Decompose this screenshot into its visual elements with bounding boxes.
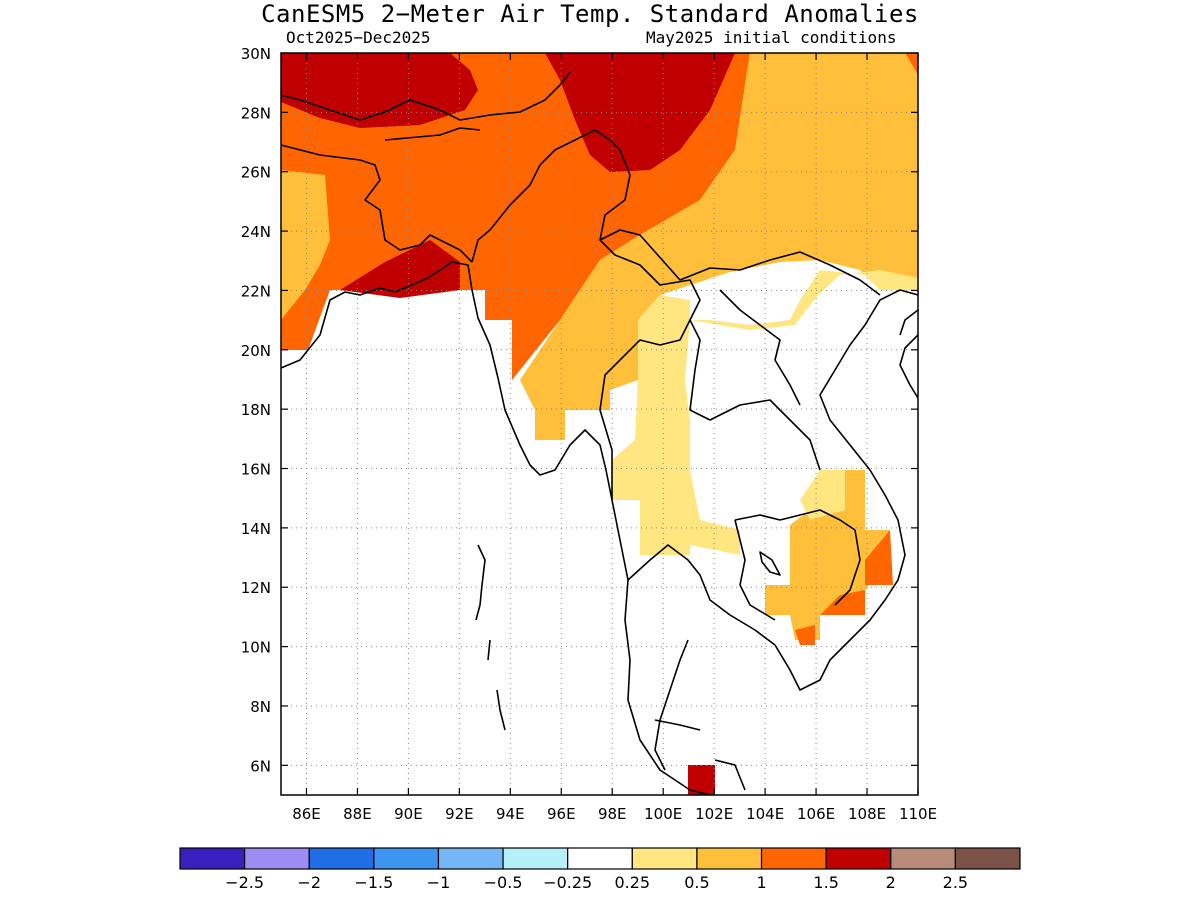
colorbar-label: 1 [756, 873, 766, 892]
lat-tick-label: 6N [250, 757, 271, 775]
lon-tick-label: 96E [547, 805, 576, 823]
colorbar-swatch [825, 847, 892, 870]
colorbar-swatch [631, 847, 698, 870]
colorbar-label: −2.5 [225, 873, 264, 892]
lat-tick-label: 24N [241, 223, 271, 241]
colorbar-swatch [244, 847, 310, 870]
anomaly-region-1.5-2 [545, 53, 735, 172]
lon-tick-label: 88E [343, 805, 372, 823]
longitude-axis: 86E 88E 90E 92E 94E 96E 98E 100E 102E 104E 106E 108… [292, 53, 937, 823]
colorbar-swatch [502, 847, 569, 870]
colorbar-swatch [954, 847, 1021, 870]
colorbar-label: 1.5 [813, 873, 838, 892]
graticule [281, 52, 919, 795]
colorbar-swatch [890, 847, 956, 870]
colorbar-label: −0.5 [484, 873, 523, 892]
anomaly-region-1-1.5 [865, 530, 893, 585]
colorbar-swatch [696, 847, 763, 870]
lat-tick-label: 26N [241, 164, 271, 182]
anomaly-region-1.5-2 [688, 765, 715, 795]
colorbar-swatch [308, 847, 375, 870]
colorbar-swatch [437, 847, 504, 870]
colorbar-label: −1 [427, 873, 451, 892]
lon-tick-label: 90E [394, 805, 423, 823]
colorbar-label: 0.25 [614, 873, 650, 892]
lat-tick-label: 12N [241, 579, 271, 597]
anomaly-region-0.25-0.5 [800, 470, 845, 520]
lon-tick-label: 110E [899, 805, 937, 823]
chart-title: CanESM5 2−Meter Air Temp. Standard Anoma… [261, 0, 919, 28]
colorbar-swatch [373, 847, 440, 870]
forecast-period: Oct2025−Dec2025 [286, 28, 431, 47]
lat-tick-label: 20N [241, 342, 271, 360]
lon-tick-label: 98E [598, 805, 627, 823]
lat-tick-label: 22N [241, 282, 271, 300]
lon-tick-label: 92E [445, 805, 474, 823]
lat-tick-label: 10N [241, 639, 271, 657]
lat-tick-label: 16N [241, 461, 271, 479]
anomaly-region-1-1.5 [820, 590, 865, 615]
anomaly-region-0.5-1 [281, 170, 330, 320]
colorbar-label: 2.5 [943, 873, 968, 892]
colorbar-label: −0.25 [543, 873, 592, 892]
map-frame [280, 52, 919, 796]
colorbar: −2.5 −2 −1.5 −1 −0.5 −0.25 0.25 0.5 1 1.5 2 2.5 [179, 847, 1021, 892]
lat-tick-label: 30N [241, 45, 271, 63]
lon-tick-label: 108E [848, 805, 886, 823]
colorbar-label: 2 [886, 873, 896, 892]
colorbar-label: −1.5 [354, 873, 393, 892]
colorbar-label: 0.5 [684, 873, 709, 892]
colorbar-swatch [760, 847, 827, 870]
lon-tick-label: 106E [797, 805, 835, 823]
lon-tick-label: 102E [695, 805, 733, 823]
anomaly-region-0.25-0.5 [612, 270, 918, 555]
lon-tick-label: 94E [496, 805, 525, 823]
lon-tick-label: 86E [292, 805, 321, 823]
lon-tick-label: 100E [644, 805, 682, 823]
colorbar-swatch [179, 847, 246, 870]
lat-tick-label: 8N [250, 698, 271, 716]
coastlines [281, 261, 918, 795]
initial-conditions: May2025 initial conditions [646, 28, 897, 47]
colorbar-label: −2 [297, 873, 321, 892]
anomaly-region-1-1.5 [795, 625, 815, 645]
lat-tick-label: 14N [241, 520, 271, 538]
anomaly-region-0.5-1 [520, 53, 918, 440]
anomaly-region-1.5-2 [340, 240, 460, 298]
lat-tick-label: 28N [241, 104, 271, 122]
lat-tick-label: 18N [241, 401, 271, 419]
anomaly-field [281, 53, 918, 795]
lon-tick-label: 104E [746, 805, 784, 823]
colorbar-swatch [567, 847, 633, 870]
country-borders [281, 71, 918, 731]
latitude-axis: 30N 28N 26N 24N 22N 20N 18N 16N 14N 12N 10N 8N 6N [241, 45, 918, 775]
